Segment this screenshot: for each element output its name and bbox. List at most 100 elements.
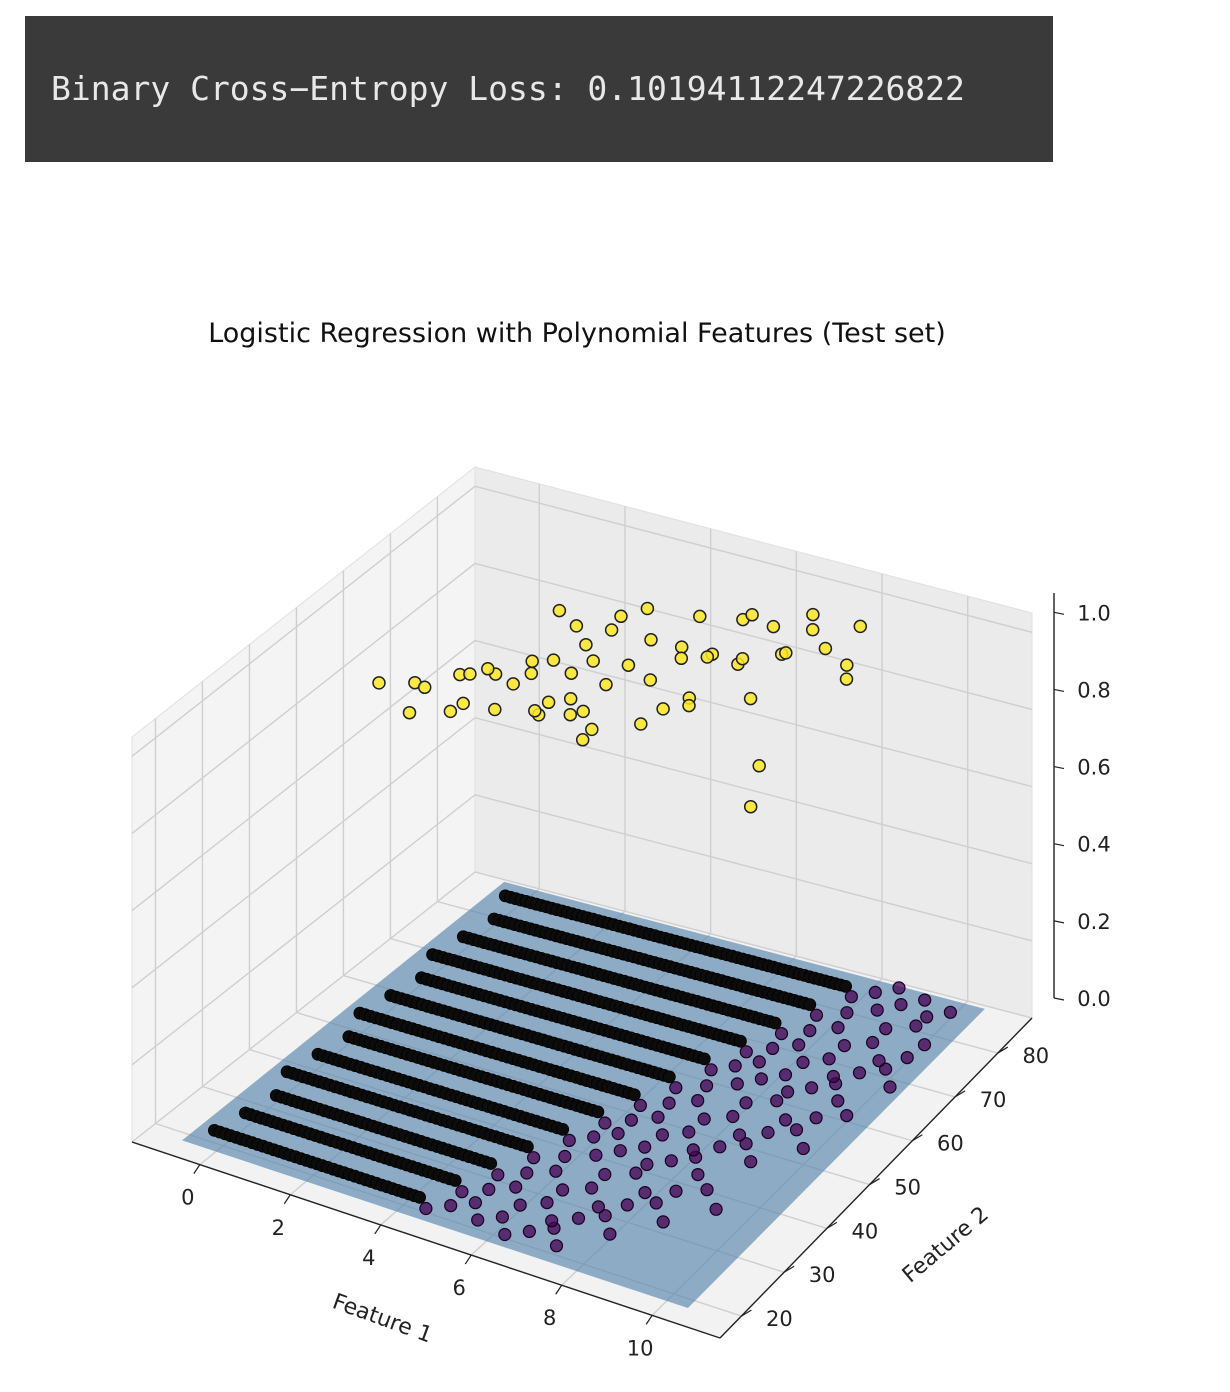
class-0-point <box>697 1112 711 1126</box>
class-1-point <box>839 672 854 686</box>
class-0-point <box>704 1063 718 1077</box>
class-0-point <box>562 1133 576 1148</box>
z-tick-label: 1.0 <box>1077 601 1110 625</box>
x-axis-line <box>131 1141 721 1339</box>
z-tick <box>1053 765 1065 770</box>
class-0-point <box>591 1200 606 1214</box>
y-tick <box>741 1309 752 1317</box>
class-0-point <box>521 1140 534 1154</box>
class-0-point <box>732 1128 747 1142</box>
class-1-point <box>417 680 432 695</box>
class-0-point <box>591 1105 605 1119</box>
class-0-point <box>700 1183 714 1197</box>
class-1-point <box>640 601 655 616</box>
class-1-point <box>674 640 689 654</box>
class-1-point <box>506 677 520 691</box>
y-tick <box>954 1090 966 1098</box>
class-1-point <box>743 799 758 814</box>
class-0-point <box>691 1167 705 1182</box>
class-0-point <box>662 1070 676 1084</box>
class-1-point <box>569 619 584 633</box>
z-grid-line <box>131 639 1033 912</box>
class-0-point <box>513 1198 527 1212</box>
class-0-point <box>587 1130 601 1144</box>
class-0-point <box>664 1154 678 1168</box>
class-0-point <box>598 1167 612 1182</box>
class-0-point <box>471 1213 485 1227</box>
class-0-point <box>920 1010 934 1024</box>
class-0-point <box>589 1148 603 1162</box>
y-tick-label: 30 <box>809 1263 836 1287</box>
class-0-point <box>840 1006 854 1020</box>
class-1-point <box>575 733 590 747</box>
class-0-point <box>789 1123 804 1137</box>
class-0-point <box>638 1185 652 1200</box>
y-tick <box>997 1046 1009 1054</box>
y-tick-label: 50 <box>894 1176 921 1200</box>
class-0-point <box>918 993 932 1007</box>
class-1-point <box>674 651 689 666</box>
z-tick <box>1053 997 1065 1001</box>
class-0-point <box>770 1094 784 1108</box>
class-1-point <box>656 702 670 716</box>
class-1-point <box>604 623 619 637</box>
x-axis-label: Feature 1 <box>329 1289 435 1348</box>
class-0-point <box>611 1126 625 1141</box>
x-tick-label: 8 <box>543 1306 556 1330</box>
class-1-point <box>552 603 567 618</box>
class-0-point <box>713 1140 727 1154</box>
class-0-point <box>509 1180 523 1194</box>
class-0-point <box>840 1108 854 1123</box>
class-0-point <box>868 985 882 1000</box>
class-0-point <box>844 990 859 1004</box>
class-0-point <box>865 1035 880 1050</box>
class-0-points <box>207 889 958 1253</box>
class-1-point <box>634 717 648 731</box>
class-1-point <box>818 641 833 656</box>
z-tick-label: 0.6 <box>1077 756 1110 780</box>
class-0-point <box>491 1168 505 1182</box>
class-0-point <box>709 1202 723 1216</box>
class-0-point <box>792 1038 806 1052</box>
class-1-point <box>586 654 600 668</box>
z-grid-line <box>131 871 1033 1143</box>
class-0-point <box>627 1088 641 1102</box>
class-0-point <box>655 1128 670 1142</box>
y-tick-label: 80 <box>1022 1044 1049 1068</box>
class-0-point <box>624 1113 639 1127</box>
axis-lines <box>131 593 1055 1339</box>
class-1-point <box>456 696 470 711</box>
class-0-point <box>556 1123 570 1136</box>
class-1-point <box>525 654 539 669</box>
class-0-point <box>894 997 908 1012</box>
class-1-point <box>599 677 613 692</box>
class-0-point <box>839 980 852 993</box>
class-1-point <box>766 619 781 634</box>
class-0-point <box>768 1016 782 1030</box>
class-0-point <box>549 1239 564 1253</box>
class-0-point <box>728 1059 742 1073</box>
class-0-point <box>739 1096 753 1110</box>
class-0-point <box>669 1184 683 1198</box>
class-0-point <box>809 1111 823 1125</box>
y-tick-label: 60 <box>937 1132 964 1156</box>
class-0-point <box>522 1224 537 1239</box>
class-1-points <box>372 601 868 814</box>
class-0-point <box>734 1034 747 1048</box>
class-0-point <box>555 1183 570 1197</box>
class-1-point <box>752 759 766 773</box>
class-0-point <box>754 1072 769 1086</box>
class-0-point <box>498 1227 512 1242</box>
class-1-point <box>735 651 750 666</box>
z-grid-line <box>131 794 1033 1066</box>
class-0-point <box>778 1113 793 1127</box>
class-0-point <box>744 1155 758 1169</box>
class-0-point <box>697 1052 711 1066</box>
x-tick-label: 2 <box>272 1216 285 1240</box>
y-tick-label: 40 <box>851 1219 878 1243</box>
class-0-point <box>780 1085 795 1099</box>
class-0-point <box>558 1149 572 1164</box>
x-tick-label: 6 <box>453 1276 466 1300</box>
class-0-point <box>872 1054 886 1068</box>
